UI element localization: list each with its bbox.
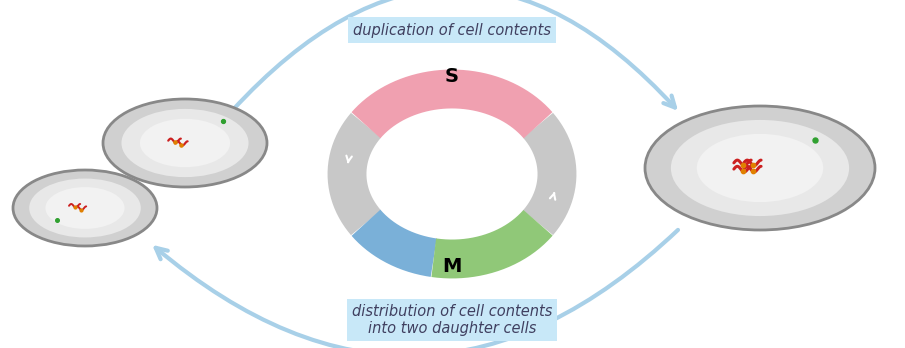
Ellipse shape — [671, 120, 849, 216]
Text: distribution of cell contents
into two daughter cells: distribution of cell contents into two d… — [352, 304, 552, 336]
Ellipse shape — [140, 119, 230, 167]
Ellipse shape — [645, 160, 875, 191]
Ellipse shape — [13, 203, 157, 222]
Ellipse shape — [645, 106, 875, 230]
Text: M: M — [443, 258, 462, 277]
Ellipse shape — [103, 99, 267, 187]
FancyArrowPatch shape — [232, 0, 675, 111]
Ellipse shape — [103, 137, 267, 159]
Ellipse shape — [45, 187, 125, 229]
Text: duplication of cell contents: duplication of cell contents — [353, 23, 551, 38]
Ellipse shape — [29, 179, 141, 237]
Ellipse shape — [697, 134, 824, 202]
Ellipse shape — [13, 170, 157, 246]
Ellipse shape — [121, 109, 249, 177]
Text: S: S — [445, 68, 459, 87]
FancyArrowPatch shape — [156, 230, 678, 348]
